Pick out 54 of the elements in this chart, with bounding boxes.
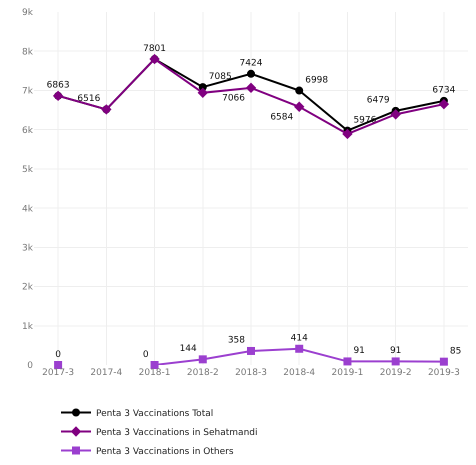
y-tick-label: 4k [22,204,34,214]
data-label: 6863 [46,80,70,91]
point [246,82,256,94]
data-label: 358 [228,336,246,346]
data-label: 414 [290,334,308,344]
point [198,88,208,98]
data-label: 0 [55,350,62,360]
data-label: 0 [142,350,149,360]
data-label: 144 [180,344,198,354]
data-label: 6584 [270,112,294,123]
x-tick-label: 2019-2 [380,368,412,378]
y-tick-label: 5k [22,165,34,176]
y-tick-label: 1k [22,322,34,332]
data-label: 91 [390,346,402,356]
point [343,357,352,366]
point [198,355,207,364]
x-tick-label: 2017-4 [90,368,123,378]
data-label: 7424 [240,58,263,69]
point [295,86,304,95]
y-tick-label: 6k [22,126,34,136]
x-tick-label: 2018-1 [138,368,171,378]
point [390,109,401,120]
point [342,128,353,140]
point [294,102,304,112]
y-tick-label: 9k [22,8,34,18]
point [440,358,448,366]
point [295,344,304,353]
legend-label: Penta 3 Vaccinations in Others [96,447,234,458]
y-tick-label: 8k [22,47,34,58]
data-label: 91 [353,346,365,356]
x-tick-label: 2019-1 [331,368,364,378]
y-tick-label: 0 [27,361,34,372]
legend-label: Penta 3 Vaccinations Total [96,409,214,420]
data-label: 85 [450,346,462,356]
data-label: 7085 [208,72,232,82]
data-label: 6998 [305,75,328,86]
x-tick-label: 2017-3 [42,368,74,378]
x-tick-label: 2019-3 [428,368,460,378]
y-tick-label: 2k [22,282,34,293]
point [392,357,400,366]
x-tick-label: 2018-2 [186,368,219,378]
legend-label: Penta 3 Vaccinations in Sehatmandi [96,428,258,438]
data-label: 7801 [143,44,166,54]
y-tick-label: 7k [22,86,34,97]
data-label: 6516 [77,94,101,104]
data-label: 6479 [366,96,390,106]
x-tick-label: 2018-4 [283,368,316,378]
data-label: 7066 [222,94,246,104]
y-tick-label: 3k [22,243,34,254]
data-label: 6734 [432,86,456,96]
x-tick-label: 2018-3 [235,368,267,378]
point [247,346,255,355]
point [438,98,450,110]
point [247,70,255,78]
